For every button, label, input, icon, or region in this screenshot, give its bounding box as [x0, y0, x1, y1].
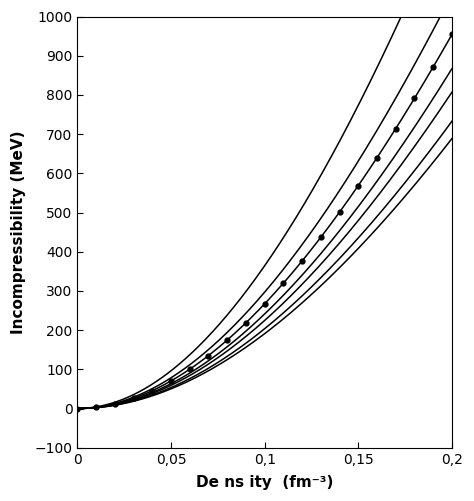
- X-axis label: De ns ity  (fm⁻³): De ns ity (fm⁻³): [196, 475, 333, 490]
- Y-axis label: Incompressibility (MeV): Incompressibility (MeV): [11, 130, 26, 334]
